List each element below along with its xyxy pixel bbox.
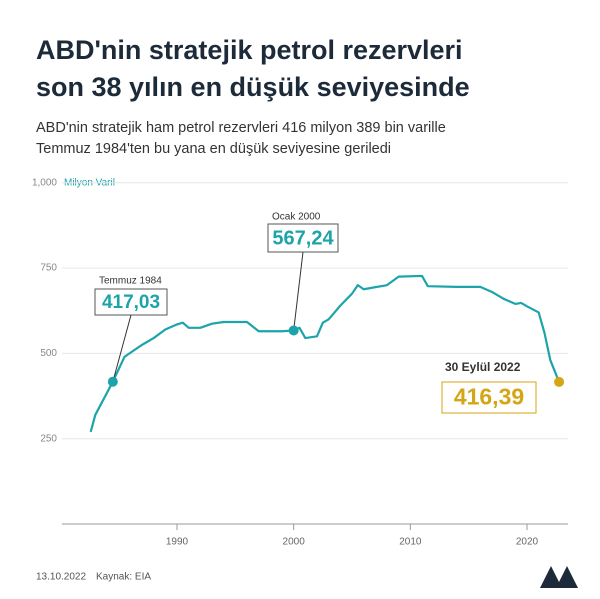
x-tick-label: 2000	[283, 537, 306, 548]
chart-title: son 38 yılın en düşük seviyesinde	[36, 72, 470, 102]
annotation-value: 567,24	[272, 227, 334, 249]
annotation-box	[94, 288, 168, 316]
leader-line	[293, 251, 304, 331]
annotation-point	[288, 325, 299, 336]
y-tick-label: 250	[40, 433, 57, 444]
annotation-point	[107, 376, 118, 387]
chart-title: ABD'nin stratejik petrol rezervleri	[36, 35, 463, 65]
leader-line	[112, 314, 132, 382]
x-tick-label: 2010	[399, 537, 422, 548]
x-tick-label: 1990	[166, 537, 189, 548]
series-line	[89, 274, 561, 433]
subtitle: Temmuz 1984'ten bu yana en düşük seviyes…	[36, 141, 391, 157]
y-tick-label: 750	[40, 263, 57, 274]
y-tick-label: 1,000	[32, 177, 57, 188]
annotation-point	[554, 376, 565, 387]
logo-shape	[540, 566, 578, 588]
subtitle: ABD'nin stratejik ham petrol rezervleri …	[36, 120, 446, 136]
x-tick-label: 2020	[516, 537, 539, 548]
annotation-value: 416,39	[454, 384, 524, 410]
logo	[540, 566, 578, 588]
annotation-box	[441, 381, 537, 414]
annotation-label: Temmuz 1984	[99, 276, 162, 287]
y-tick-label: 500	[40, 348, 57, 359]
footer-date: 13.10.2022	[36, 572, 86, 583]
annotation-label: Ocak 2000	[272, 212, 321, 223]
annotation-box	[267, 223, 339, 253]
annotation-value: 417,03	[102, 292, 160, 313]
footer-source: Kaynak: EIA	[96, 572, 151, 583]
annotation-label: 30 Eylül 2022	[445, 360, 521, 374]
